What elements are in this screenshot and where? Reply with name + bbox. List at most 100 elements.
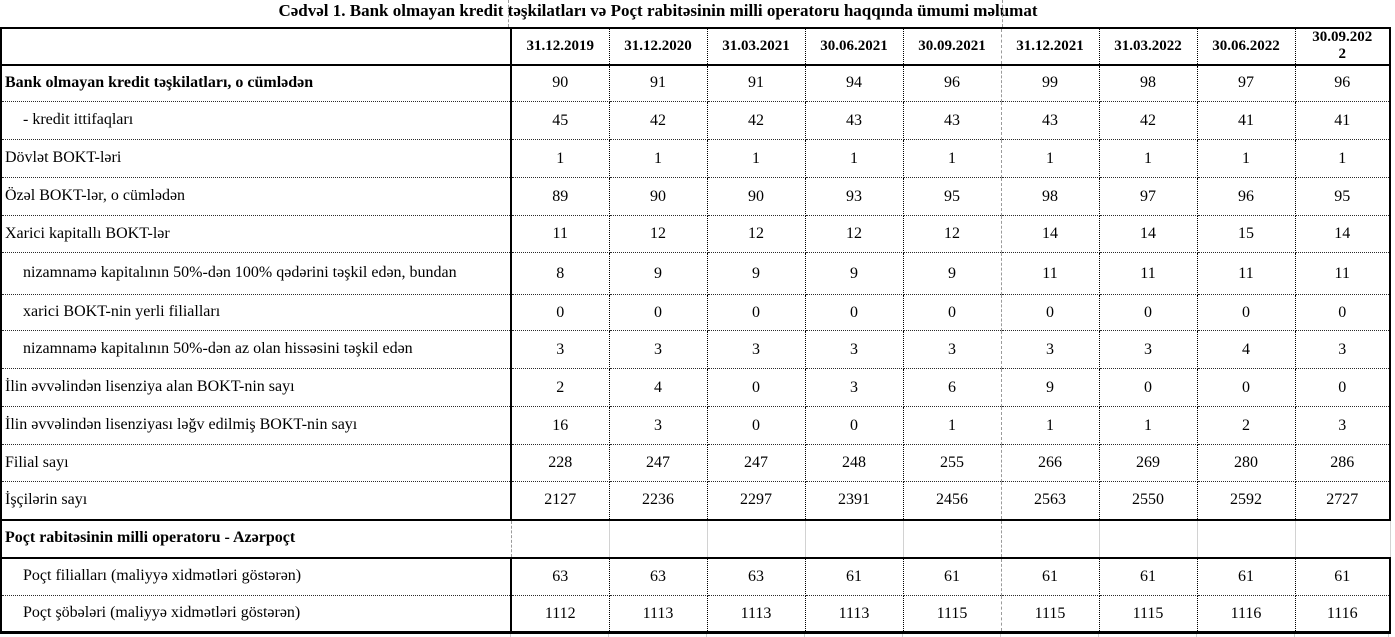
data-cell[interactable]: 0 [511,294,610,331]
data-cell[interactable]: 1 [511,139,610,178]
data-cell[interactable]: 98 [1099,64,1198,102]
data-cell[interactable]: 1 [609,139,708,178]
data-cell[interactable]: 94 [805,64,904,102]
column-header[interactable]: 31.12.2019 [511,27,610,66]
column-header[interactable]: 30.06.2022 [1197,27,1296,66]
data-cell[interactable]: 14 [1295,215,1391,253]
data-cell[interactable]: 6 [903,368,1002,407]
data-cell[interactable]: 1 [903,139,1002,178]
data-cell[interactable]: 0 [1295,294,1391,331]
data-cell[interactable]: 9 [609,252,708,295]
data-cell[interactable]: 1 [903,406,1002,445]
row-label[interactable]: İlin əvvəlindən lisenziya alan BOKT-nin … [1,368,512,407]
data-cell[interactable]: 61 [1099,557,1198,596]
data-cell[interactable]: 280 [1197,444,1296,482]
column-header[interactable]: 31.12.2020 [609,27,708,66]
data-cell[interactable]: 11 [1197,252,1296,295]
data-cell[interactable] [1295,519,1391,559]
data-cell[interactable]: 0 [1295,368,1391,407]
data-cell[interactable]: 9 [707,252,806,295]
data-cell[interactable]: 2 [1197,406,1296,445]
data-cell[interactable]: 11 [1001,252,1100,295]
data-cell[interactable]: 12 [707,215,806,253]
row-label[interactable]: Poçt filialları (maliyyə xidmətləri göst… [1,557,512,596]
data-cell[interactable]: 1 [707,139,806,178]
data-cell[interactable]: 247 [707,444,806,482]
row-label[interactable]: xarici BOKT-nin yerli filialları [1,294,512,331]
data-cell[interactable]: 1113 [805,595,904,634]
data-cell[interactable]: 0 [903,294,1002,331]
data-cell[interactable]: 8 [511,252,610,295]
data-cell[interactable]: 2236 [609,481,708,521]
data-cell[interactable]: 1 [1099,406,1198,445]
data-cell[interactable]: 0 [1001,294,1100,331]
data-cell[interactable] [1099,519,1198,559]
data-cell[interactable] [609,519,708,559]
data-cell[interactable]: 91 [707,64,806,102]
data-cell[interactable]: 1 [1099,139,1198,178]
column-header[interactable]: 31.03.2021 [707,27,806,66]
column-header[interactable]: 31.12.2021 [1001,27,1100,66]
row-label[interactable]: nizamnamə kapitalının 50%-dən az olan hi… [1,330,512,369]
data-cell[interactable]: 1 [1001,139,1100,178]
data-cell[interactable]: 45 [511,101,610,140]
data-cell[interactable]: 2563 [1001,481,1100,521]
data-cell[interactable]: 0 [1197,294,1296,331]
data-cell[interactable]: 12 [903,215,1002,253]
data-cell[interactable]: 3 [805,330,904,369]
data-cell[interactable]: 97 [1197,64,1296,102]
data-cell[interactable]: 2391 [805,481,904,521]
data-cell[interactable]: 95 [1295,177,1391,216]
data-cell[interactable]: 14 [1001,215,1100,253]
data-cell[interactable] [805,519,904,559]
data-cell[interactable]: 91 [609,64,708,102]
data-cell[interactable]: 9 [903,252,1002,295]
data-cell[interactable]: 3 [903,330,1002,369]
data-cell[interactable]: 247 [609,444,708,482]
data-cell[interactable]: 2 [511,368,610,407]
data-cell[interactable]: 43 [903,101,1002,140]
data-cell[interactable]: 1116 [1197,595,1296,634]
data-cell[interactable]: 12 [609,215,708,253]
data-cell[interactable]: 14 [1099,215,1198,253]
data-cell[interactable]: 1113 [609,595,708,634]
data-cell[interactable]: 3 [1001,330,1100,369]
row-label[interactable]: Dövlət BOKT-ləri [1,139,512,178]
data-cell[interactable]: 12 [805,215,904,253]
data-cell[interactable] [903,519,1002,559]
data-cell[interactable]: 0 [1197,368,1296,407]
data-cell[interactable]: 93 [805,177,904,216]
data-cell[interactable]: 1 [1001,406,1100,445]
row-label[interactable]: Bank olmayan kredit təşkilatları, o cüml… [1,64,512,102]
data-cell[interactable]: 2592 [1197,481,1296,521]
data-cell[interactable]: 3 [1099,330,1198,369]
data-cell[interactable]: 2550 [1099,481,1198,521]
column-header[interactable]: 30.06.2021 [805,27,904,66]
row-label[interactable]: Özəl BOKT-lər, o cümlədən [1,177,512,216]
data-cell[interactable]: 2297 [707,481,806,521]
data-cell[interactable]: 1113 [707,595,806,634]
data-cell[interactable]: 9 [805,252,904,295]
data-cell[interactable]: 3 [1295,330,1391,369]
row-label[interactable]: Filial sayı [1,444,512,482]
data-cell[interactable]: 61 [903,557,1002,596]
data-cell[interactable]: 42 [609,101,708,140]
data-cell[interactable]: 0 [707,294,806,331]
data-cell[interactable]: 2456 [903,481,1002,521]
data-cell[interactable]: 1115 [903,595,1002,634]
row-label[interactable]: nizamnamə kapitalının 50%-dən 100% qədər… [1,252,512,295]
data-cell[interactable]: 61 [805,557,904,596]
data-cell[interactable]: 0 [707,368,806,407]
data-cell[interactable]: 0 [805,406,904,445]
data-cell[interactable]: 0 [609,294,708,331]
row-label[interactable]: Xarici kapitallı BOKT-lər [1,215,512,253]
data-cell[interactable]: 61 [1295,557,1391,596]
column-header[interactable]: 31.03.2022 [1099,27,1198,66]
data-cell[interactable]: 42 [1099,101,1198,140]
column-header[interactable]: 30.09.2021 [903,27,1002,66]
data-cell[interactable]: 95 [903,177,1002,216]
data-cell[interactable]: 228 [511,444,610,482]
data-cell[interactable]: 1115 [1099,595,1198,634]
data-cell[interactable]: 61 [1197,557,1296,596]
data-cell[interactable]: 41 [1197,101,1296,140]
